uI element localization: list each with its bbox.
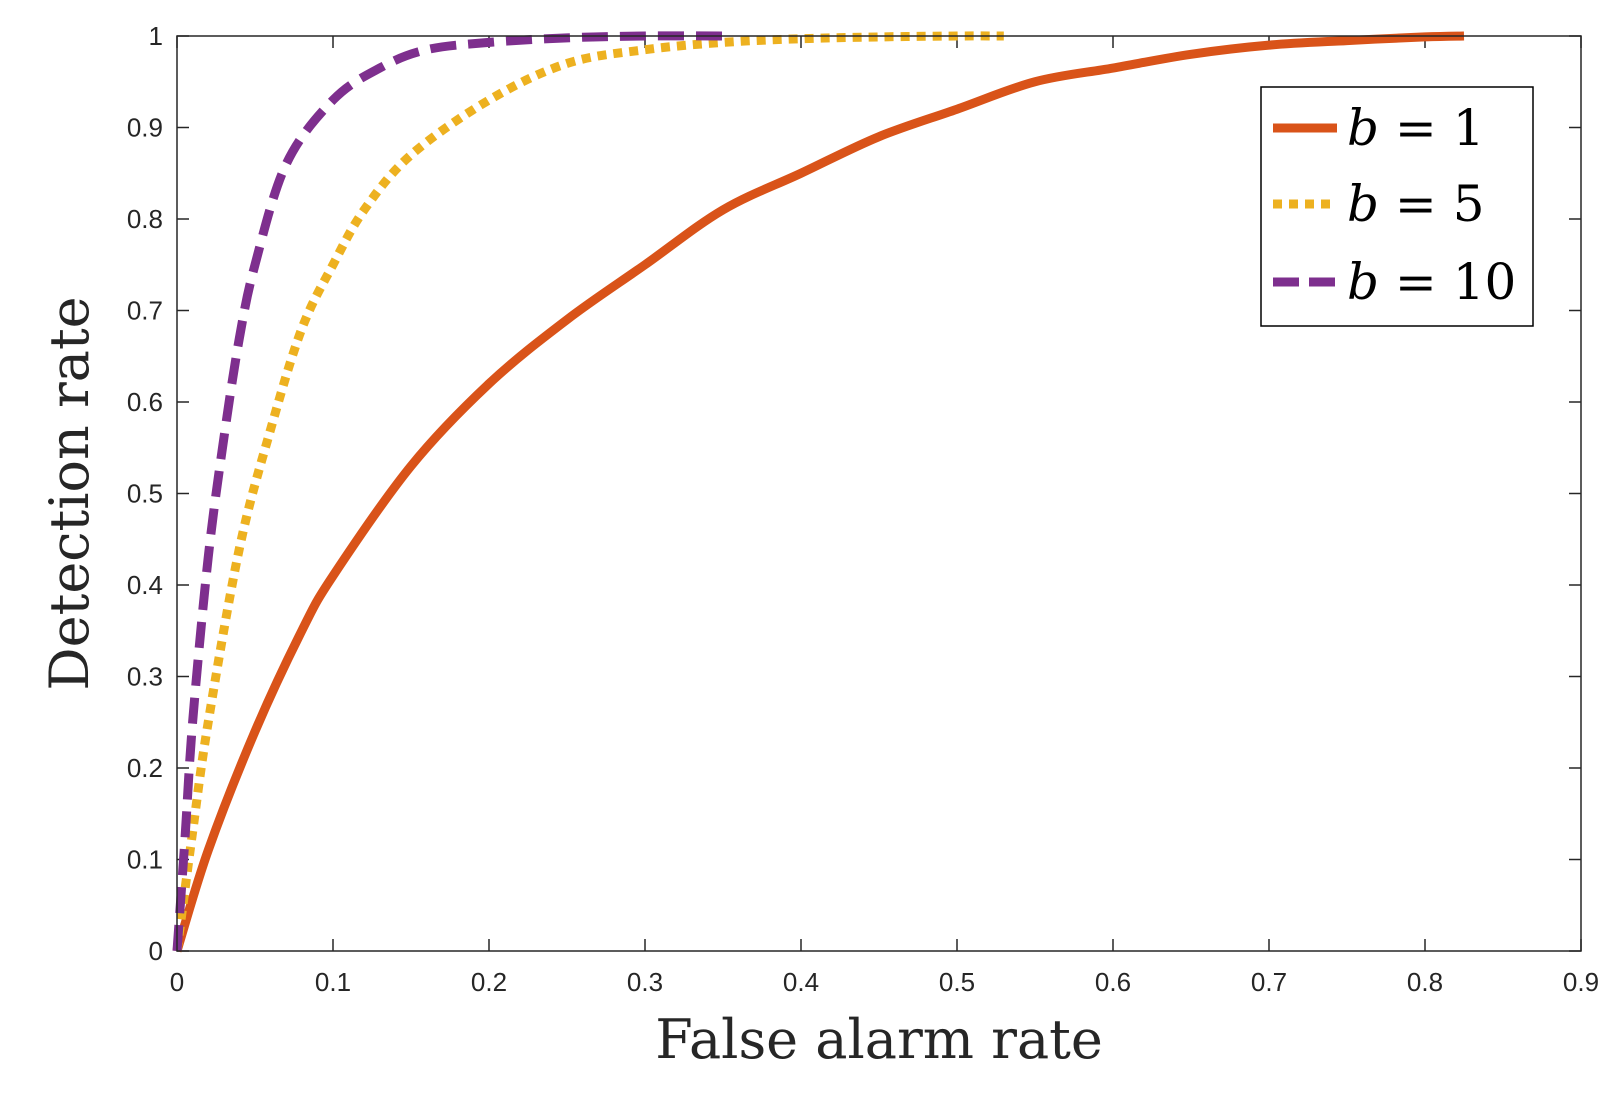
- x-tick-label: 0.9: [1563, 967, 1599, 997]
- x-tick-label: 0.3: [627, 967, 663, 997]
- legend-value: = 5: [1379, 175, 1485, 233]
- x-tick-label: 0.1: [315, 967, 351, 997]
- series-layer: [172, 31, 1465, 953]
- x-axis-label: False alarm rate: [655, 1008, 1103, 1071]
- y-tick-label: 0.6: [127, 387, 163, 417]
- y-tick-label: 0.5: [127, 479, 163, 509]
- x-tick-label: 0.7: [1251, 967, 1287, 997]
- ticks-layer: 0 0.1 0.2 0.3 0.4 0.5 0.6 0.7 0.8 0.9 0 0.1 0.2 0.3 0.…: [127, 21, 1599, 997]
- series-line-3: [172, 31, 731, 952]
- legend-var: b: [1347, 175, 1379, 233]
- y-tick-label: 0.3: [127, 662, 163, 692]
- legend-var: b: [1347, 253, 1379, 311]
- y-tick-label: 0.8: [127, 204, 163, 234]
- y-tick-label: 0.2: [127, 753, 163, 783]
- x-tick-label: 0.2: [471, 967, 507, 997]
- series-line-2: [172, 31, 1004, 952]
- legend: b = 1b = 5b = 10: [1260, 86, 1534, 327]
- x-tick-label: 0: [170, 967, 184, 997]
- x-tick-label: 0.5: [939, 967, 975, 997]
- y-tick-label: 0.9: [127, 113, 163, 143]
- legend-value: = 10: [1379, 253, 1516, 311]
- x-tick-label: 0.8: [1407, 967, 1443, 997]
- legend-label-1: b = 1: [1347, 99, 1485, 157]
- series-line-1: [172, 31, 1465, 953]
- axes-box: [176, 35, 1582, 952]
- y-tick-label: 0.4: [127, 570, 163, 600]
- x-tick-label: 0.6: [1095, 967, 1131, 997]
- legend-label-3: b = 10: [1347, 253, 1516, 311]
- x-tick-label: 0.4: [783, 967, 819, 997]
- y-tick-label: 0: [149, 936, 163, 966]
- y-tick-label: 1: [149, 21, 163, 51]
- y-tick-label: 0.7: [127, 296, 163, 326]
- legend-label-2: b = 5: [1347, 175, 1485, 233]
- legend-value: = 1: [1379, 99, 1485, 157]
- legend-var: b: [1347, 99, 1379, 157]
- y-tick-label: 0.1: [127, 845, 163, 875]
- y-axis-label: Detection rate: [38, 296, 101, 690]
